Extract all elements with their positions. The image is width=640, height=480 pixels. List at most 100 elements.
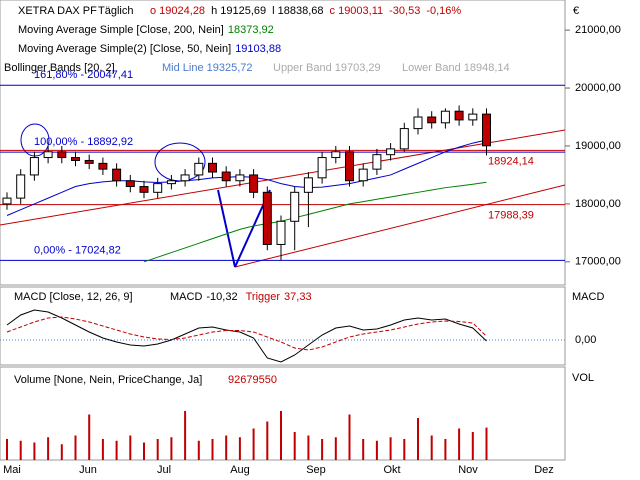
volume-bar — [430, 435, 433, 460]
volume-title: Volume [None, Nein, PriceChange, Ja] — [14, 374, 202, 386]
macd-panel — [0, 286, 566, 366]
x-tick-label: Mai — [3, 464, 21, 476]
candle-body — [71, 157, 80, 161]
volume-bar — [101, 439, 104, 460]
y-tick-label: 18000,00 — [575, 198, 621, 210]
volume-bar — [184, 411, 187, 460]
trend-line — [217, 189, 236, 268]
marker-circle — [20, 123, 50, 157]
trend-line — [234, 184, 566, 268]
ma-line — [6, 139, 487, 216]
header-value: l 18838,68 — [272, 5, 323, 17]
candle-body — [125, 180, 135, 188]
volume-bar — [485, 427, 488, 460]
volume-bar — [348, 414, 351, 460]
volume-bar — [444, 439, 447, 460]
legend-value: 19103,88 — [235, 43, 281, 55]
volume-panel — [0, 366, 566, 461]
volume-bar — [33, 442, 36, 460]
candle-body — [153, 183, 163, 193]
volume-bar — [74, 435, 77, 460]
header-value: h 19125,69 — [211, 5, 266, 17]
candle-body — [208, 162, 217, 173]
y-tick-label: 20000,00 — [575, 82, 621, 94]
candle-body — [386, 148, 396, 156]
bollinger-upper: Upper Band 19703,29 — [273, 62, 381, 74]
header-value: c 19003,11 — [330, 5, 384, 17]
candle-body — [331, 151, 341, 159]
x-tick-label: Okt — [383, 464, 400, 476]
candle-body — [413, 116, 423, 130]
volume-axis-title: VOL — [572, 372, 594, 384]
volume-bar — [266, 421, 269, 460]
level-label: 161,80% - 20047,41 — [34, 69, 133, 81]
candle-body — [112, 168, 122, 182]
y-tick-label: 21000,00 — [575, 24, 621, 36]
candle-body — [468, 113, 478, 121]
candle-body — [345, 151, 354, 182]
y-tick-label: 0,00 — [575, 334, 596, 346]
volume-bar — [197, 440, 200, 460]
candle-body — [194, 162, 204, 176]
bollinger-lower: Lower Band 18948,14 — [402, 62, 510, 74]
volume-bar — [417, 418, 419, 460]
legend-value: 37,33 — [284, 291, 312, 303]
volume-bar — [143, 442, 145, 460]
volume-bar — [334, 437, 337, 460]
candle-body — [372, 154, 382, 170]
candle-body — [482, 113, 491, 147]
legend-entry: MACD — [170, 291, 202, 303]
x-tick-label: Nov — [458, 464, 478, 476]
candle-body — [399, 128, 409, 150]
volume-bar — [238, 437, 241, 460]
volume-bar — [293, 432, 296, 460]
candle-body — [262, 191, 272, 245]
candle-body — [221, 171, 231, 182]
header-value: -0,16% — [426, 5, 461, 17]
candle-body — [303, 177, 313, 193]
candle-body — [440, 110, 450, 124]
currency: € — [573, 5, 579, 17]
volume-bar — [170, 437, 173, 460]
candle-body — [180, 174, 190, 182]
legend-value: -10,32 — [206, 291, 237, 303]
legend-entry: Moving Average Simple [Close, 200, Nein] — [18, 24, 224, 36]
volume-bar — [362, 439, 365, 460]
candle-body — [317, 157, 327, 179]
candle-body — [57, 151, 67, 159]
level-label: 100,00% - 18892,92 — [34, 136, 133, 148]
volume-bar — [19, 440, 22, 460]
candle-body — [29, 157, 39, 176]
volume-bar — [375, 440, 378, 460]
volume-bar — [6, 439, 8, 460]
macd-line — [6, 309, 487, 363]
candle-body — [454, 110, 464, 121]
volume-bar — [211, 439, 214, 460]
level-label: 17988,39 — [488, 209, 534, 221]
candle-body — [98, 162, 108, 170]
candle-body — [139, 186, 149, 193]
bollinger-mid: Mid Line 19325,72 — [162, 62, 253, 74]
macd-title: MACD [Close, 12, 26, 9] — [14, 291, 133, 303]
legend-entry: Moving Average Simple(2) [Close, 50, Nei… — [18, 43, 231, 55]
y-tick-label: 17000,00 — [575, 256, 621, 268]
x-tick-label: Sep — [306, 464, 326, 476]
header-value: o 19024,28 — [150, 5, 205, 17]
volume-bar — [458, 428, 461, 460]
x-tick-label: Aug — [230, 464, 250, 476]
x-tick-label: Jun — [79, 464, 97, 476]
volume-bar — [156, 439, 159, 460]
candle-body — [235, 174, 245, 182]
x-tick-label: Jul — [157, 464, 171, 476]
candle-body — [166, 180, 176, 185]
x-tick-label: Dez — [534, 464, 554, 476]
volume-bar — [307, 435, 310, 460]
volume-bar — [47, 437, 50, 460]
y-tick-label: 19000,00 — [575, 140, 621, 152]
volume-bar — [403, 439, 406, 460]
legend-value: 18373,92 — [228, 24, 274, 36]
ma-line — [143, 181, 487, 263]
header-value: -30,53 — [389, 5, 420, 17]
candle-body — [249, 174, 259, 193]
candle-body — [84, 159, 94, 164]
